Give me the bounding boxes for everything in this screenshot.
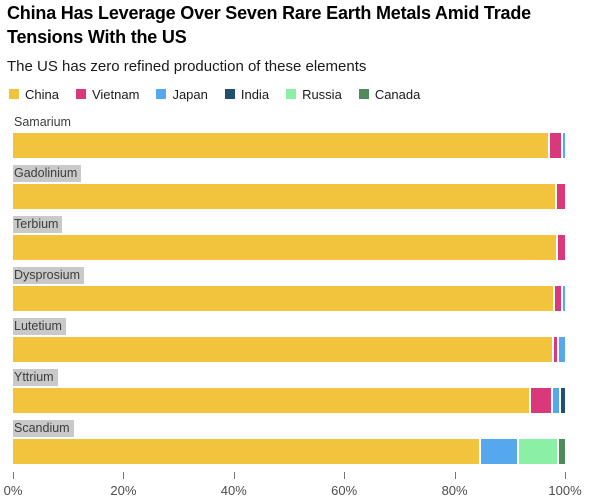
category-label: Samarium: [14, 114, 71, 129]
axis-tick: [454, 471, 456, 479]
bar-row-yttrium: Yttrium: [13, 368, 565, 413]
legend-swatch-japan: [156, 89, 167, 100]
bar-segment-china: [13, 387, 532, 413]
axis-tick-label: 40%: [220, 482, 247, 498]
axis-tick: [233, 471, 235, 479]
legend: China Vietnam Japan India Russia Canada: [9, 87, 590, 102]
axis-tick-label: 0%: [3, 482, 23, 498]
legend-item-japan: Japan: [156, 86, 208, 102]
legend-swatch-vietnam: [75, 89, 86, 100]
legend-swatch-china: [9, 89, 19, 100]
stacked-bar: [13, 387, 565, 413]
bar-segment-vietnam: [550, 132, 564, 158]
x-axis: 0% 20% 40% 60% 80% 100%: [4, 470, 582, 503]
axis-tick: [13, 471, 14, 479]
axis-tick: [123, 471, 125, 479]
bar-segment-japan: [481, 438, 520, 464]
plot-area: Samarium Gadolinium Terbium Dysprosium Lutet…: [13, 113, 565, 464]
bar-segment-china: [13, 285, 556, 311]
bar-segment-vietnam: [557, 234, 565, 260]
category-label: Scandium: [13, 419, 74, 437]
axis-tick: [565, 471, 566, 479]
bar-segment-china: [13, 132, 551, 158]
axis-tick-label: 100%: [548, 482, 582, 498]
legend-label: India: [240, 86, 270, 102]
legend-item-canada: Canada: [358, 86, 421, 102]
legend-label: Vietnam: [91, 86, 140, 102]
bar-row-scandium: Scandium: [13, 419, 565, 464]
axis-tick-label: 20%: [110, 482, 137, 498]
chart-subtitle: The US has zero refined production of th…: [7, 57, 367, 75]
stacked-bar: [13, 285, 565, 311]
bar-row-terbium: Terbium: [13, 215, 565, 260]
legend-swatch-canada: [358, 89, 369, 100]
bar-segment-vietnam: [555, 285, 563, 311]
stacked-bar: [13, 132, 565, 158]
bar-row-samarium: Samarium: [13, 113, 565, 158]
bar-segment-vietnam: [553, 336, 560, 362]
bar-segment-russia: [519, 438, 559, 464]
bar-row-gadolinium: Gadolinium: [13, 164, 565, 209]
bar-segment-japan: [563, 132, 565, 158]
bar-segment-vietnam: [556, 183, 565, 209]
bar-segment-china: [13, 438, 482, 464]
category-label: Terbium: [13, 215, 63, 233]
bar-row-lutetium: Lutetium: [13, 317, 565, 362]
legend-swatch-russia: [286, 89, 297, 100]
legend-label: Russia: [302, 86, 342, 102]
bar-segment-china: [13, 234, 558, 260]
axis-tick-label: 80%: [441, 482, 468, 498]
bar-segment-japan: [553, 387, 562, 413]
stacked-bar: [13, 234, 565, 260]
category-label: Lutetium: [13, 317, 66, 335]
bar-segment-india: [561, 387, 565, 413]
bar-segment-canada: [558, 438, 565, 464]
legend-swatch-india: [224, 89, 235, 100]
axis-tick: [344, 471, 346, 479]
bar-segment-china: [13, 183, 557, 209]
legend-item-vietnam: Vietnam: [75, 86, 140, 102]
legend-item-india: India: [224, 86, 270, 102]
bar-segment-japan: [559, 336, 565, 362]
category-label: Dysprosium: [13, 266, 84, 284]
axis-tick-label: 60%: [331, 482, 358, 498]
bar-segment-china: [13, 336, 554, 362]
chart-title: China Has Leverage Over Seven Rare Earth…: [7, 3, 531, 47]
bar-segment-japan: [562, 285, 565, 311]
stacked-bar: [13, 438, 565, 464]
legend-item-russia: Russia: [286, 87, 342, 102]
legend-label: China: [25, 86, 59, 102]
legend-item-china: China: [9, 87, 59, 102]
bar-row-dysprosium: Dysprosium: [13, 266, 565, 311]
legend-label: Canada: [374, 86, 421, 102]
category-label: Gadolinium: [13, 164, 82, 182]
stacked-bar: [13, 336, 565, 362]
stacked-bar: [13, 183, 565, 209]
legend-label: Japan: [172, 86, 208, 102]
category-label: Yttrium: [13, 368, 58, 386]
bar-segment-vietnam: [531, 387, 554, 413]
